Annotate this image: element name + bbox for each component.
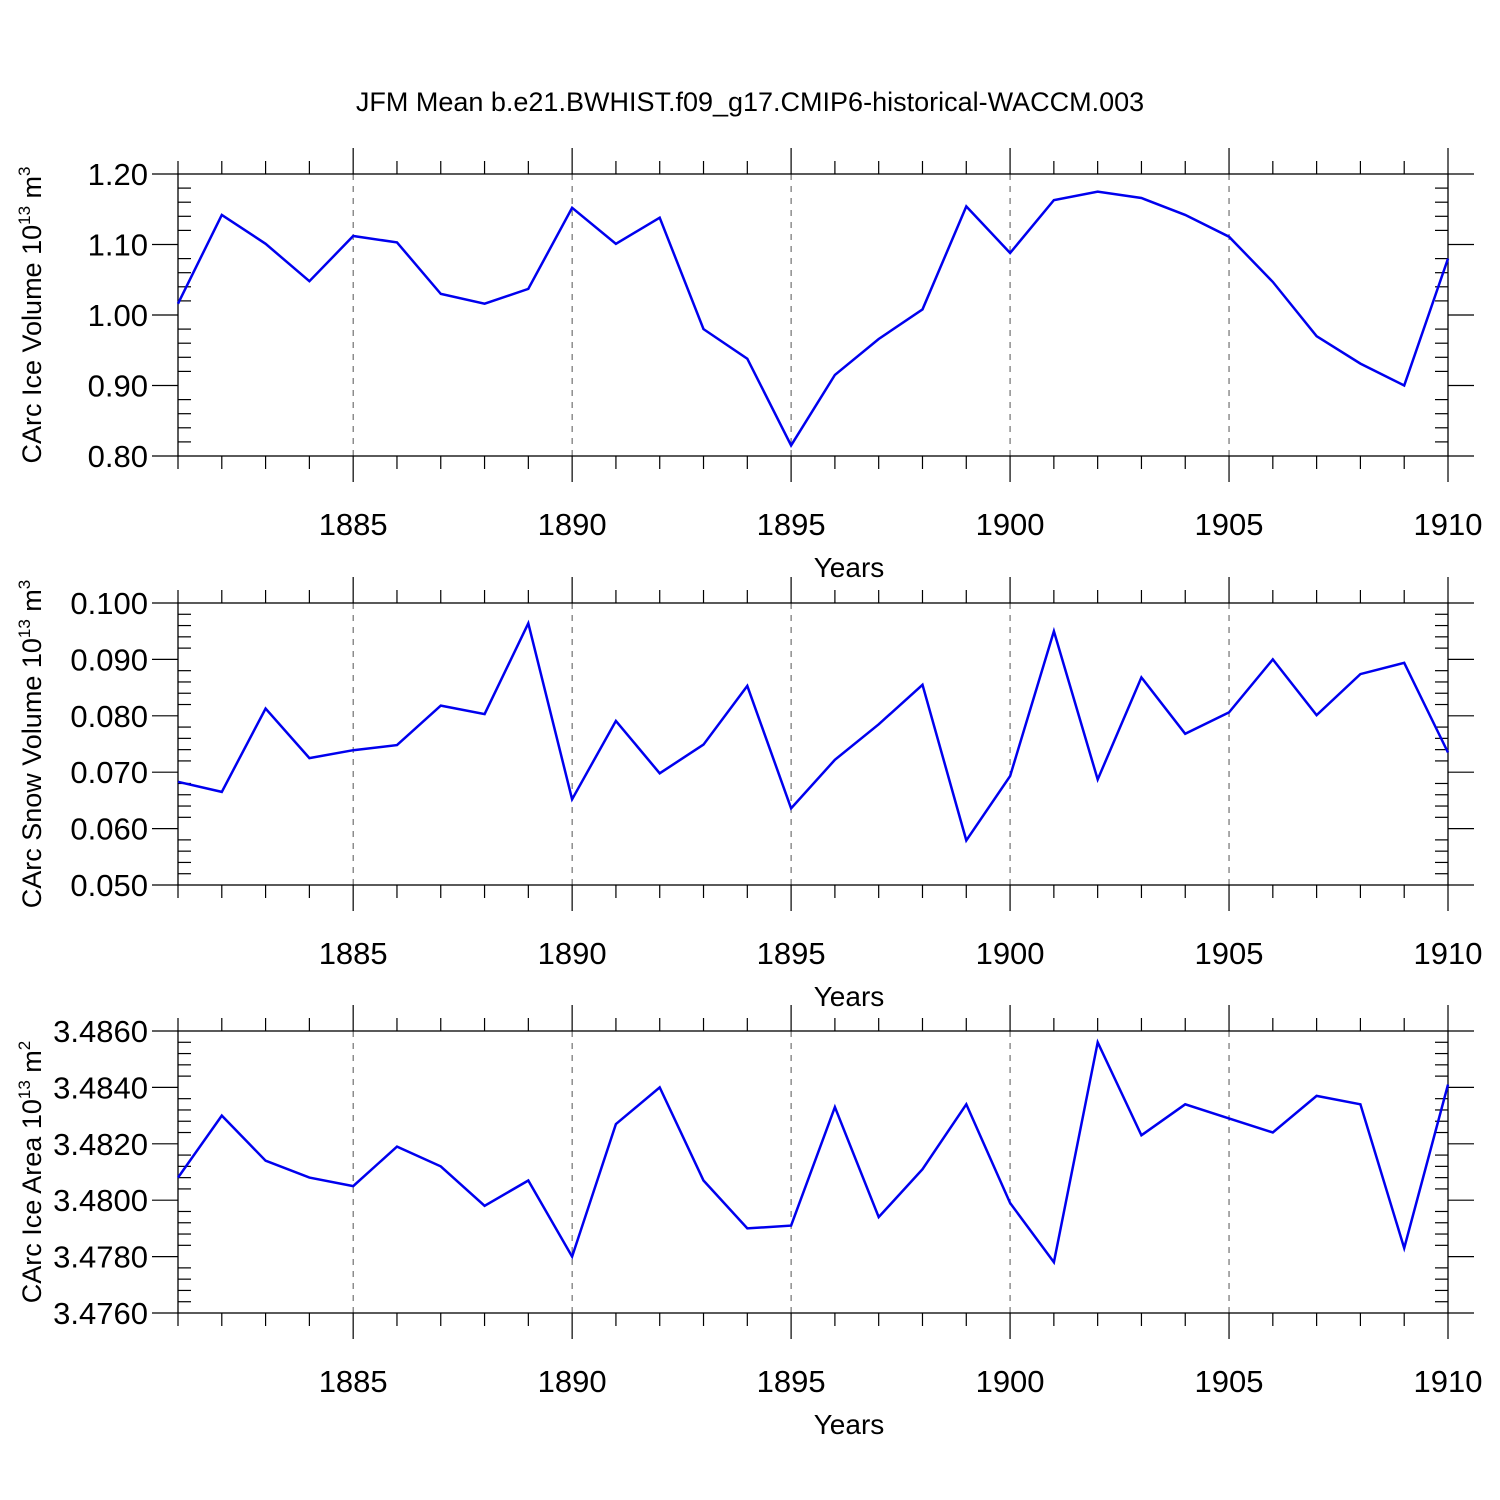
y-tick-label: 0.090	[70, 642, 148, 677]
y-axis-label-unit: m	[17, 1050, 47, 1080]
y-axis-label-exponent: 13	[15, 1080, 34, 1099]
y-axis-label: CArc Ice Area 1013 m2	[15, 1041, 47, 1304]
x-tick-label: 1895	[757, 507, 826, 542]
x-tick-label: 1900	[976, 1364, 1045, 1399]
y-tick-label: 0.80	[88, 439, 148, 474]
x-tick-label: 1895	[757, 936, 826, 971]
y-tick-label: 0.070	[70, 755, 148, 790]
y-axis-label-unit: m	[17, 176, 47, 206]
x-tick-label: 1890	[538, 507, 607, 542]
y-axis-label-unit-exponent: 3	[15, 166, 34, 175]
x-tick-label: 1890	[538, 1364, 607, 1399]
x-tick-label: 1900	[976, 936, 1045, 971]
y-axis-label: CArc Ice Volume 1013 m3	[15, 166, 47, 463]
y-axis-label-unit-exponent: 2	[15, 1041, 34, 1050]
y-tick-label: 3.4760	[53, 1296, 148, 1331]
y-axis-label-exponent: 13	[15, 619, 34, 638]
y-axis-label-text: CArc Ice Volume 10	[17, 225, 47, 464]
panel-1: 0.80 0.90 1.00 1.10 1.20 1885 1890 1895 1900 1905…	[15, 148, 1482, 583]
plot-frame	[177, 602, 1449, 886]
x-tick-label: 1905	[1195, 507, 1264, 542]
y-axis-label-text: CArc Snow Volume 10	[17, 638, 47, 908]
plot-frame	[177, 1030, 1449, 1314]
y-tick-label: 1.10	[88, 228, 148, 263]
x-tick-label: 1910	[1414, 936, 1483, 971]
x-axis-label: Years	[814, 552, 885, 583]
series-line	[176, 1038, 1450, 1266]
series-line	[176, 190, 1450, 448]
y-tick-label: 0.90	[88, 369, 148, 404]
x-tick-label: 1910	[1414, 507, 1483, 542]
x-tick-label: 1895	[757, 1364, 826, 1399]
y-axis-label-unit: m	[17, 589, 47, 619]
x-tick-label: 1905	[1195, 1364, 1264, 1399]
x-tick-label: 1905	[1195, 936, 1264, 971]
y-axis-label: CArc Snow Volume 1013 m3	[15, 580, 47, 909]
y-tick-label: 0.050	[70, 868, 148, 903]
x-tick-label: 1910	[1414, 1364, 1483, 1399]
x-axis-label: Years	[814, 1409, 885, 1440]
panel-3: 3.4760 3.4780 3.4800 3.4820 3.4840 3.4860 1885…	[15, 1005, 1482, 1440]
y-axis-label-unit-exponent: 3	[15, 580, 34, 589]
y-axis-label-exponent: 13	[15, 206, 34, 225]
x-tick-label: 1885	[319, 936, 388, 971]
x-tick-label: 1890	[538, 936, 607, 971]
chart-title: JFM Mean b.e21.BWHIST.f09_g17.CMIP6-hist…	[356, 87, 1144, 117]
y-tick-label: 3.4820	[53, 1127, 148, 1162]
y-tick-label: 3.4800	[53, 1183, 148, 1218]
y-tick-label: 0.060	[70, 812, 148, 847]
y-tick-label: 1.00	[88, 298, 148, 333]
plot-frame	[177, 173, 1449, 457]
y-tick-label: 0.100	[70, 586, 148, 621]
x-tick-label: 1900	[976, 507, 1045, 542]
series-line	[177, 619, 1450, 844]
x-axis-label: Years	[814, 981, 885, 1012]
x-tick-label: 1885	[319, 1364, 388, 1399]
y-tick-label: 0.080	[70, 699, 148, 734]
x-tick-label: 1885	[319, 507, 388, 542]
y-axis-label-text: CArc Ice Area 10	[17, 1099, 47, 1303]
y-tick-label: 1.20	[88, 157, 148, 192]
y-tick-label: 3.4840	[53, 1070, 148, 1105]
y-tick-label: 3.4780	[53, 1240, 148, 1275]
panel-2: 0.050 0.060 0.070 0.080 0.090 0.100 1885 1890 18…	[15, 577, 1482, 1012]
y-tick-label: 3.4860	[53, 1014, 148, 1049]
